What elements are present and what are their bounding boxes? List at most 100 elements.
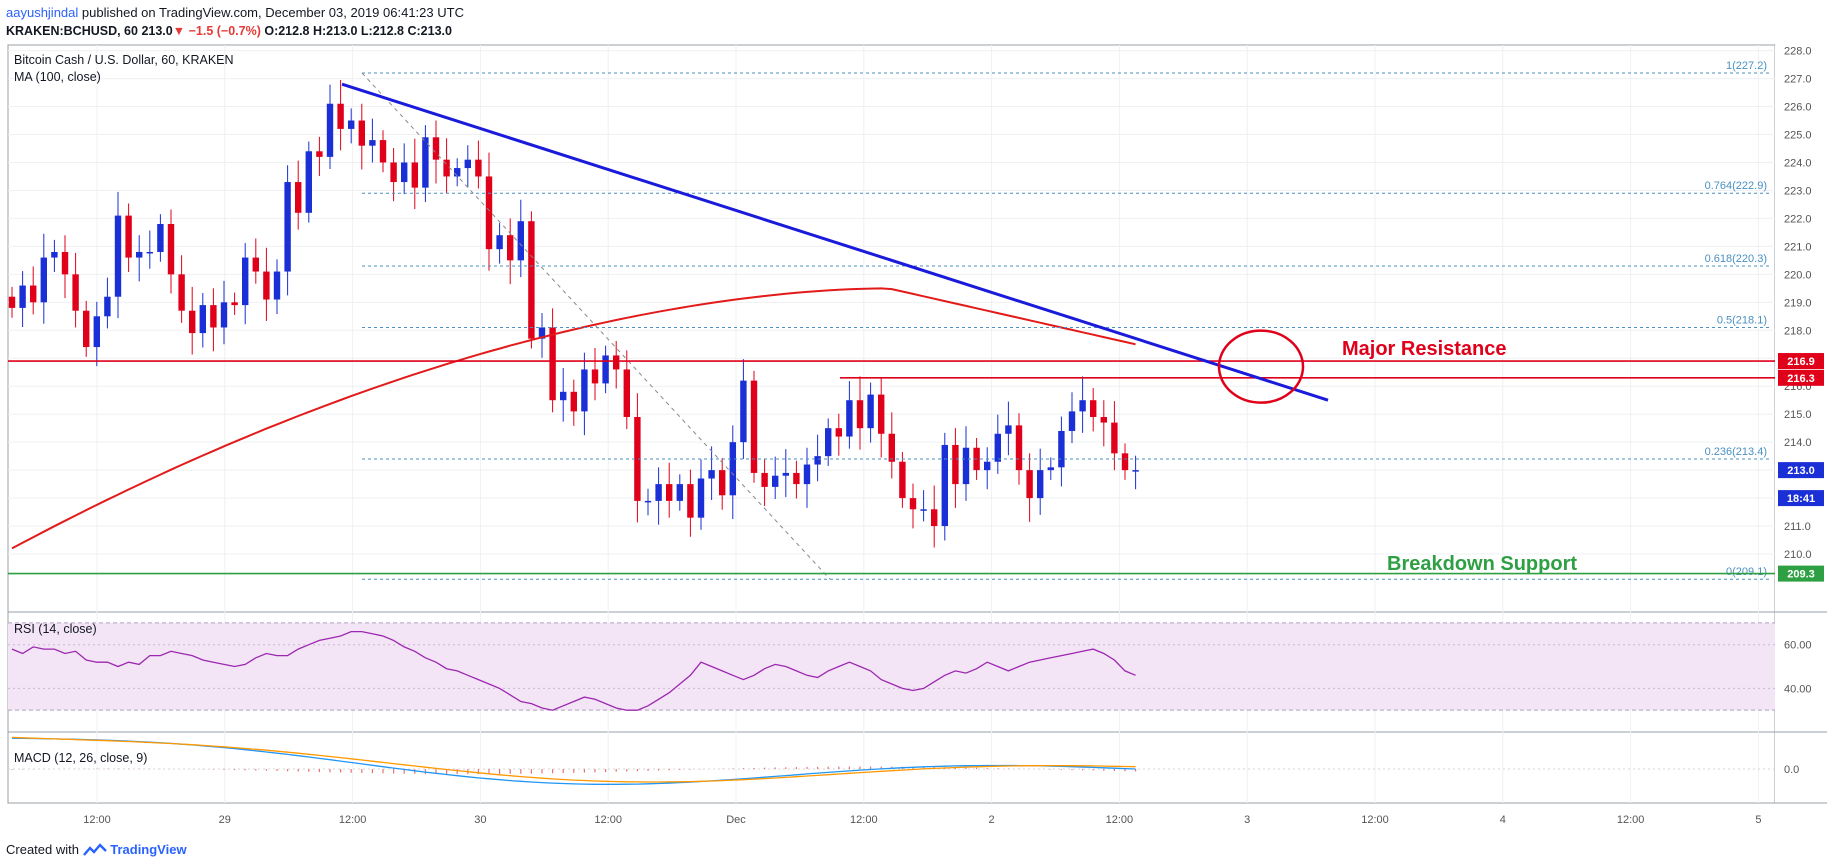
candle-body: [1026, 470, 1033, 499]
candle-body: [1121, 453, 1129, 471]
candle-body: [952, 444, 959, 485]
candle-body: [1037, 470, 1044, 499]
price-tick-label: 214.0: [1784, 437, 1812, 449]
candle-body: [220, 302, 228, 328]
candle-body: [740, 380, 747, 443]
fib-level-label: 0.764(222.9): [1705, 180, 1767, 192]
chart-title: Bitcoin Cash / U.S. Dollar, 60, KRAKEN: [14, 53, 234, 67]
price-tick-label: 219.0: [1784, 297, 1812, 309]
price-change: −1.5 (−0.7%): [188, 24, 261, 38]
fib-level-label: 0.236(213.4): [1705, 446, 1767, 458]
ma100-line: [11, 287, 1136, 550]
candle-body: [729, 442, 736, 496]
ticker-line: KRAKEN:BCHUSD, 60 213.0▼ −1.5 (−0.7%) O:…: [6, 22, 464, 40]
candle-body: [189, 310, 196, 334]
candle-body: [1047, 467, 1054, 471]
candle-body: [273, 271, 281, 300]
candle-body: [920, 509, 927, 511]
price-tick-label: 222.0: [1784, 213, 1812, 225]
price-tag-label: 216.9: [1787, 356, 1815, 368]
candle-body: [570, 391, 577, 412]
candle-body: [793, 472, 800, 485]
time-tick-label: 12:00: [1361, 814, 1389, 826]
candle-body: [581, 369, 588, 412]
candle-body: [761, 472, 768, 487]
price-tick-label: 221.0: [1784, 241, 1812, 253]
candle-body: [454, 168, 461, 177]
footer: Created with TradingView: [6, 842, 187, 857]
candle-body: [167, 224, 175, 275]
candle-body: [242, 257, 249, 306]
price-tick-label: 226.0: [1784, 102, 1812, 114]
ticker-symbol: KRAKEN:BCHUSD, 60: [6, 24, 138, 38]
time-tick-label: Dec: [726, 814, 746, 826]
price-tag: [1778, 490, 1824, 507]
resistance-circle: [1217, 329, 1305, 404]
time-tick-label: 12:00: [1617, 814, 1645, 826]
candle-body: [316, 151, 323, 157]
candle-body: [846, 400, 853, 437]
rsi-line: [11, 630, 1136, 711]
candle-body: [994, 433, 1001, 462]
candle-body: [284, 182, 291, 272]
candle-body: [411, 162, 418, 188]
price-tag-label: 213.0: [1787, 465, 1815, 477]
down-arrow-icon: ▼: [172, 24, 186, 38]
price-tick-label: 211.0: [1784, 521, 1811, 533]
candle-body: [337, 103, 344, 129]
candle-body: [475, 159, 482, 177]
created-with-text: Created with: [6, 842, 79, 857]
price-chart[interactable]: 1(227.2) 0.764(222.9) 0.618(220.3) 0.5(218.…: [8, 60, 1775, 580]
ma-legend: MA (100, close): [14, 70, 101, 84]
candle-body: [538, 327, 546, 339]
candle-body: [1005, 425, 1012, 434]
price-tick-label: 228.0: [1784, 46, 1812, 58]
rsi-tick-label: 40.00: [1784, 683, 1812, 695]
price-tick-label: 223.0: [1784, 185, 1812, 197]
chart-header: aayushjindal published on TradingView.co…: [6, 4, 464, 40]
candle-body: [369, 140, 376, 146]
candle-body: [432, 137, 440, 160]
candle-body: [676, 484, 683, 501]
fib-guide-line: [361, 72, 831, 580]
candle-body: [83, 310, 90, 348]
candle-body: [61, 251, 69, 275]
candle-body: [401, 162, 408, 183]
rsi-chart[interactable]: [8, 622, 1775, 711]
candle-body: [1111, 422, 1118, 454]
price-tag: [1778, 369, 1824, 386]
candle-body: [125, 215, 132, 258]
candle-body: [835, 428, 842, 437]
time-tick-label: 12:00: [1106, 814, 1134, 826]
major-resistance-label: Major Resistance: [1342, 338, 1507, 360]
candle-body: [422, 137, 429, 188]
descending-trendline: [341, 82, 1329, 402]
author-link[interactable]: aayushjindal: [6, 5, 79, 20]
tradingview-brand[interactable]: TradingView: [110, 842, 187, 857]
candle-body: [1132, 470, 1139, 472]
candle-body: [1090, 400, 1097, 417]
time-tick-label: 29: [219, 814, 231, 826]
candle-body: [379, 140, 387, 163]
macd-tick-label: 0.0: [1784, 764, 1799, 776]
price-tick-label: 215.0: [1784, 409, 1812, 421]
candle-body: [878, 394, 885, 434]
breakdown-support-label: Breakdown Support: [1387, 553, 1577, 575]
candle-body: [30, 285, 37, 303]
candle-body: [666, 484, 673, 501]
price-tick-label: 218.0: [1784, 325, 1812, 337]
candle-body: [655, 484, 662, 501]
candle-body: [528, 221, 535, 339]
price-tag-label: 18:41: [1787, 493, 1815, 505]
time-tick-label: 12:00: [594, 814, 622, 826]
candle-body: [825, 428, 832, 457]
time-tick-label: 30: [474, 814, 486, 826]
candle-body: [295, 182, 302, 213]
axis-labels: 210.0211.0212.0213.0214.0215.0216.0217.0…: [83, 46, 1824, 826]
candle-body: [146, 251, 153, 254]
price-tag-label: 216.3: [1787, 373, 1815, 385]
candle-body: [326, 103, 334, 157]
price-tick-label: 224.0: [1784, 157, 1812, 169]
macd-chart[interactable]: [8, 736, 1775, 785]
